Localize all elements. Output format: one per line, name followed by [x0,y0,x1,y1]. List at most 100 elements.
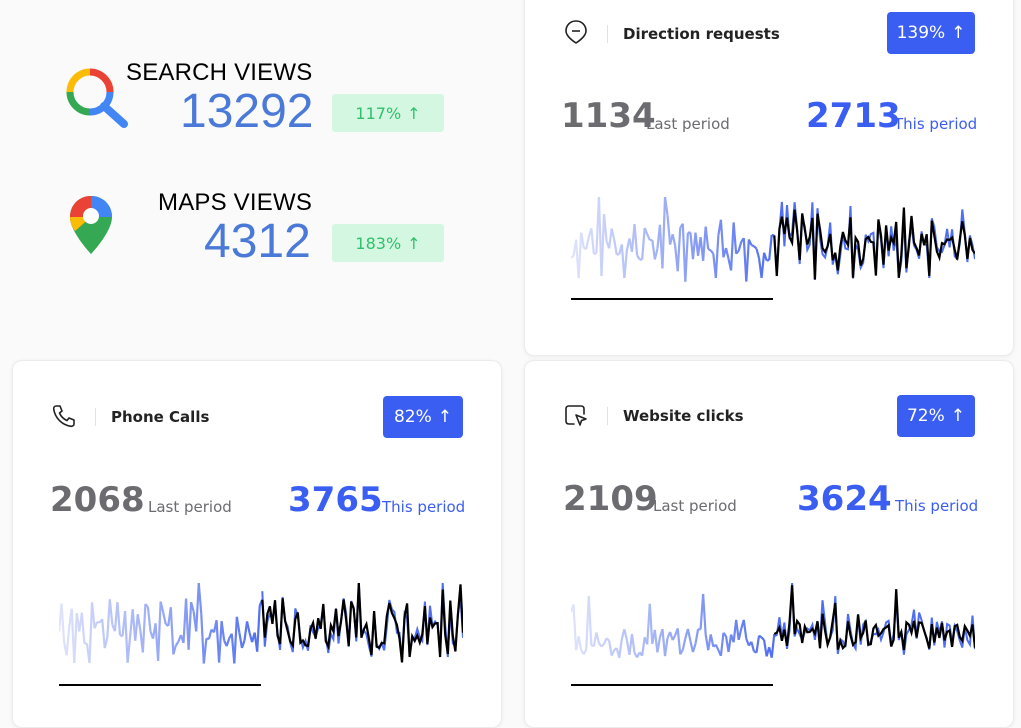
sparkline-segment [234,617,237,664]
sparkline-current-series [774,585,975,650]
sparkline-segment [201,614,204,663]
sparkline-segment [767,260,770,261]
sparkline-segment [668,216,671,245]
sparkline-segment [624,250,627,278]
sparkline-segment [574,604,577,650]
sparkline-segment [769,235,772,260]
sparkline-segment [105,638,108,648]
sparkline-segment [148,607,151,631]
sparkline-segment [756,636,759,653]
sparkline-segment [596,632,599,643]
sparkline-segment [601,644,604,647]
phone-calls-sparkline [59,571,463,695]
sparkline-segment [647,234,650,240]
sparkline-segment [693,644,696,652]
sparkline-segment [143,604,146,652]
sparkline-segment [589,596,592,645]
sparkline-segment [734,222,737,253]
last-period-value: 2109 [563,482,658,516]
sparkline-segment [642,228,645,260]
sparkline-segment [711,251,714,254]
sparkline-segment [678,228,681,272]
card-title: Website clicks [623,407,744,425]
phone-icon [51,403,77,429]
sparkline-segment [607,638,610,640]
sparkline-segment [696,629,699,643]
sparkline-segment [110,599,113,624]
google-search-icon [62,64,130,128]
this-period-label: This period [894,115,977,133]
sparkline-segment [102,619,105,648]
arrow-up-icon: ↑ [438,407,452,427]
sparkline-segment [716,235,719,278]
sparkline-segment [247,621,250,633]
sparkline-previous-series [262,583,463,660]
search-views-label: SEARCH VIEWS [126,59,312,87]
sparkline-segment [673,635,676,640]
sparkline-segment [92,602,95,628]
sparkline-segment [708,249,711,251]
direction-requests-change-badge[interactable]: 139% ↑ [887,12,975,54]
card-title: Direction requests [623,25,780,43]
sparkline-segment [581,233,584,248]
direction-requests-sparkline [571,185,975,309]
sparkline-segment [89,602,92,663]
sparkline-segment [726,248,729,259]
last-period-label: Last period [646,115,730,133]
sparkline-segment [739,242,742,251]
sparkline-segment [584,650,587,655]
website-clicks-change-badge[interactable]: 72% ↑ [897,395,975,437]
this-period-label: This period [895,497,978,515]
sparkline-segment [624,629,627,640]
search-views-change: 117% [355,104,401,123]
sparkline-segment [688,629,691,641]
sparkline-segment [189,602,192,650]
sparkline-segment [746,239,749,281]
website-clicks-card: Website clicks 72% ↑ 2109 Last period 36… [524,360,1014,728]
sparkline-segment [751,245,754,246]
sparkline-segment [579,233,582,279]
change-value: 82% [394,407,432,427]
sparkline-segment [637,255,640,259]
sparkline-segment [82,613,85,644]
sparkline-segment [665,638,668,656]
sparkline-segment [751,642,754,652]
sparkline-segment [772,634,775,658]
sparkline-segment [711,634,714,646]
sparkline-segment [678,628,681,654]
last-period-value: 1134 [561,99,656,133]
sparkline-segment [662,197,665,268]
sparkline-segment [138,614,141,630]
sparkline-segment [609,641,612,656]
sparkline-segment [706,227,709,249]
sparkline-segment [227,638,230,646]
sparkline-segment [619,639,622,658]
sparkline-segment [594,253,597,254]
search-views-value: 13292 [180,88,313,136]
sparkline-segment [209,629,212,639]
map-pin-minus-icon [563,19,589,45]
search-views-change-badge: 117% ↑ [332,94,444,132]
sparkline-segment [721,220,724,257]
direction-requests-card: Direction requests 139% ↑ 1134 Last peri… [524,0,1014,356]
cursor-click-icon [563,403,589,429]
phone-calls-card: Phone Calls 82% ↑ 2068 Last period 3765 … [12,360,502,728]
sparkline-segment [642,637,645,655]
phone-calls-change-badge[interactable]: 82% ↑ [383,396,463,438]
sparkline-segment [579,636,582,650]
sparkline-segment [650,604,653,644]
sparkline-segment [739,629,742,640]
sparkline-segment [219,621,222,662]
sparkline-segment [716,645,719,650]
change-value: 72% [907,406,945,426]
card-title: Phone Calls [111,408,209,426]
sparkline-segment [176,642,179,646]
maps-views-change-badge: 183% ↑ [332,224,444,262]
sparkline-segment [62,604,65,642]
arrow-up-icon: ↑ [951,406,965,426]
sparkline-segment [171,607,174,654]
sparkline-segment [657,637,660,652]
sparkline-segment [163,612,166,624]
sparkline-segment [759,636,762,638]
last-period-label: Last period [653,497,737,515]
